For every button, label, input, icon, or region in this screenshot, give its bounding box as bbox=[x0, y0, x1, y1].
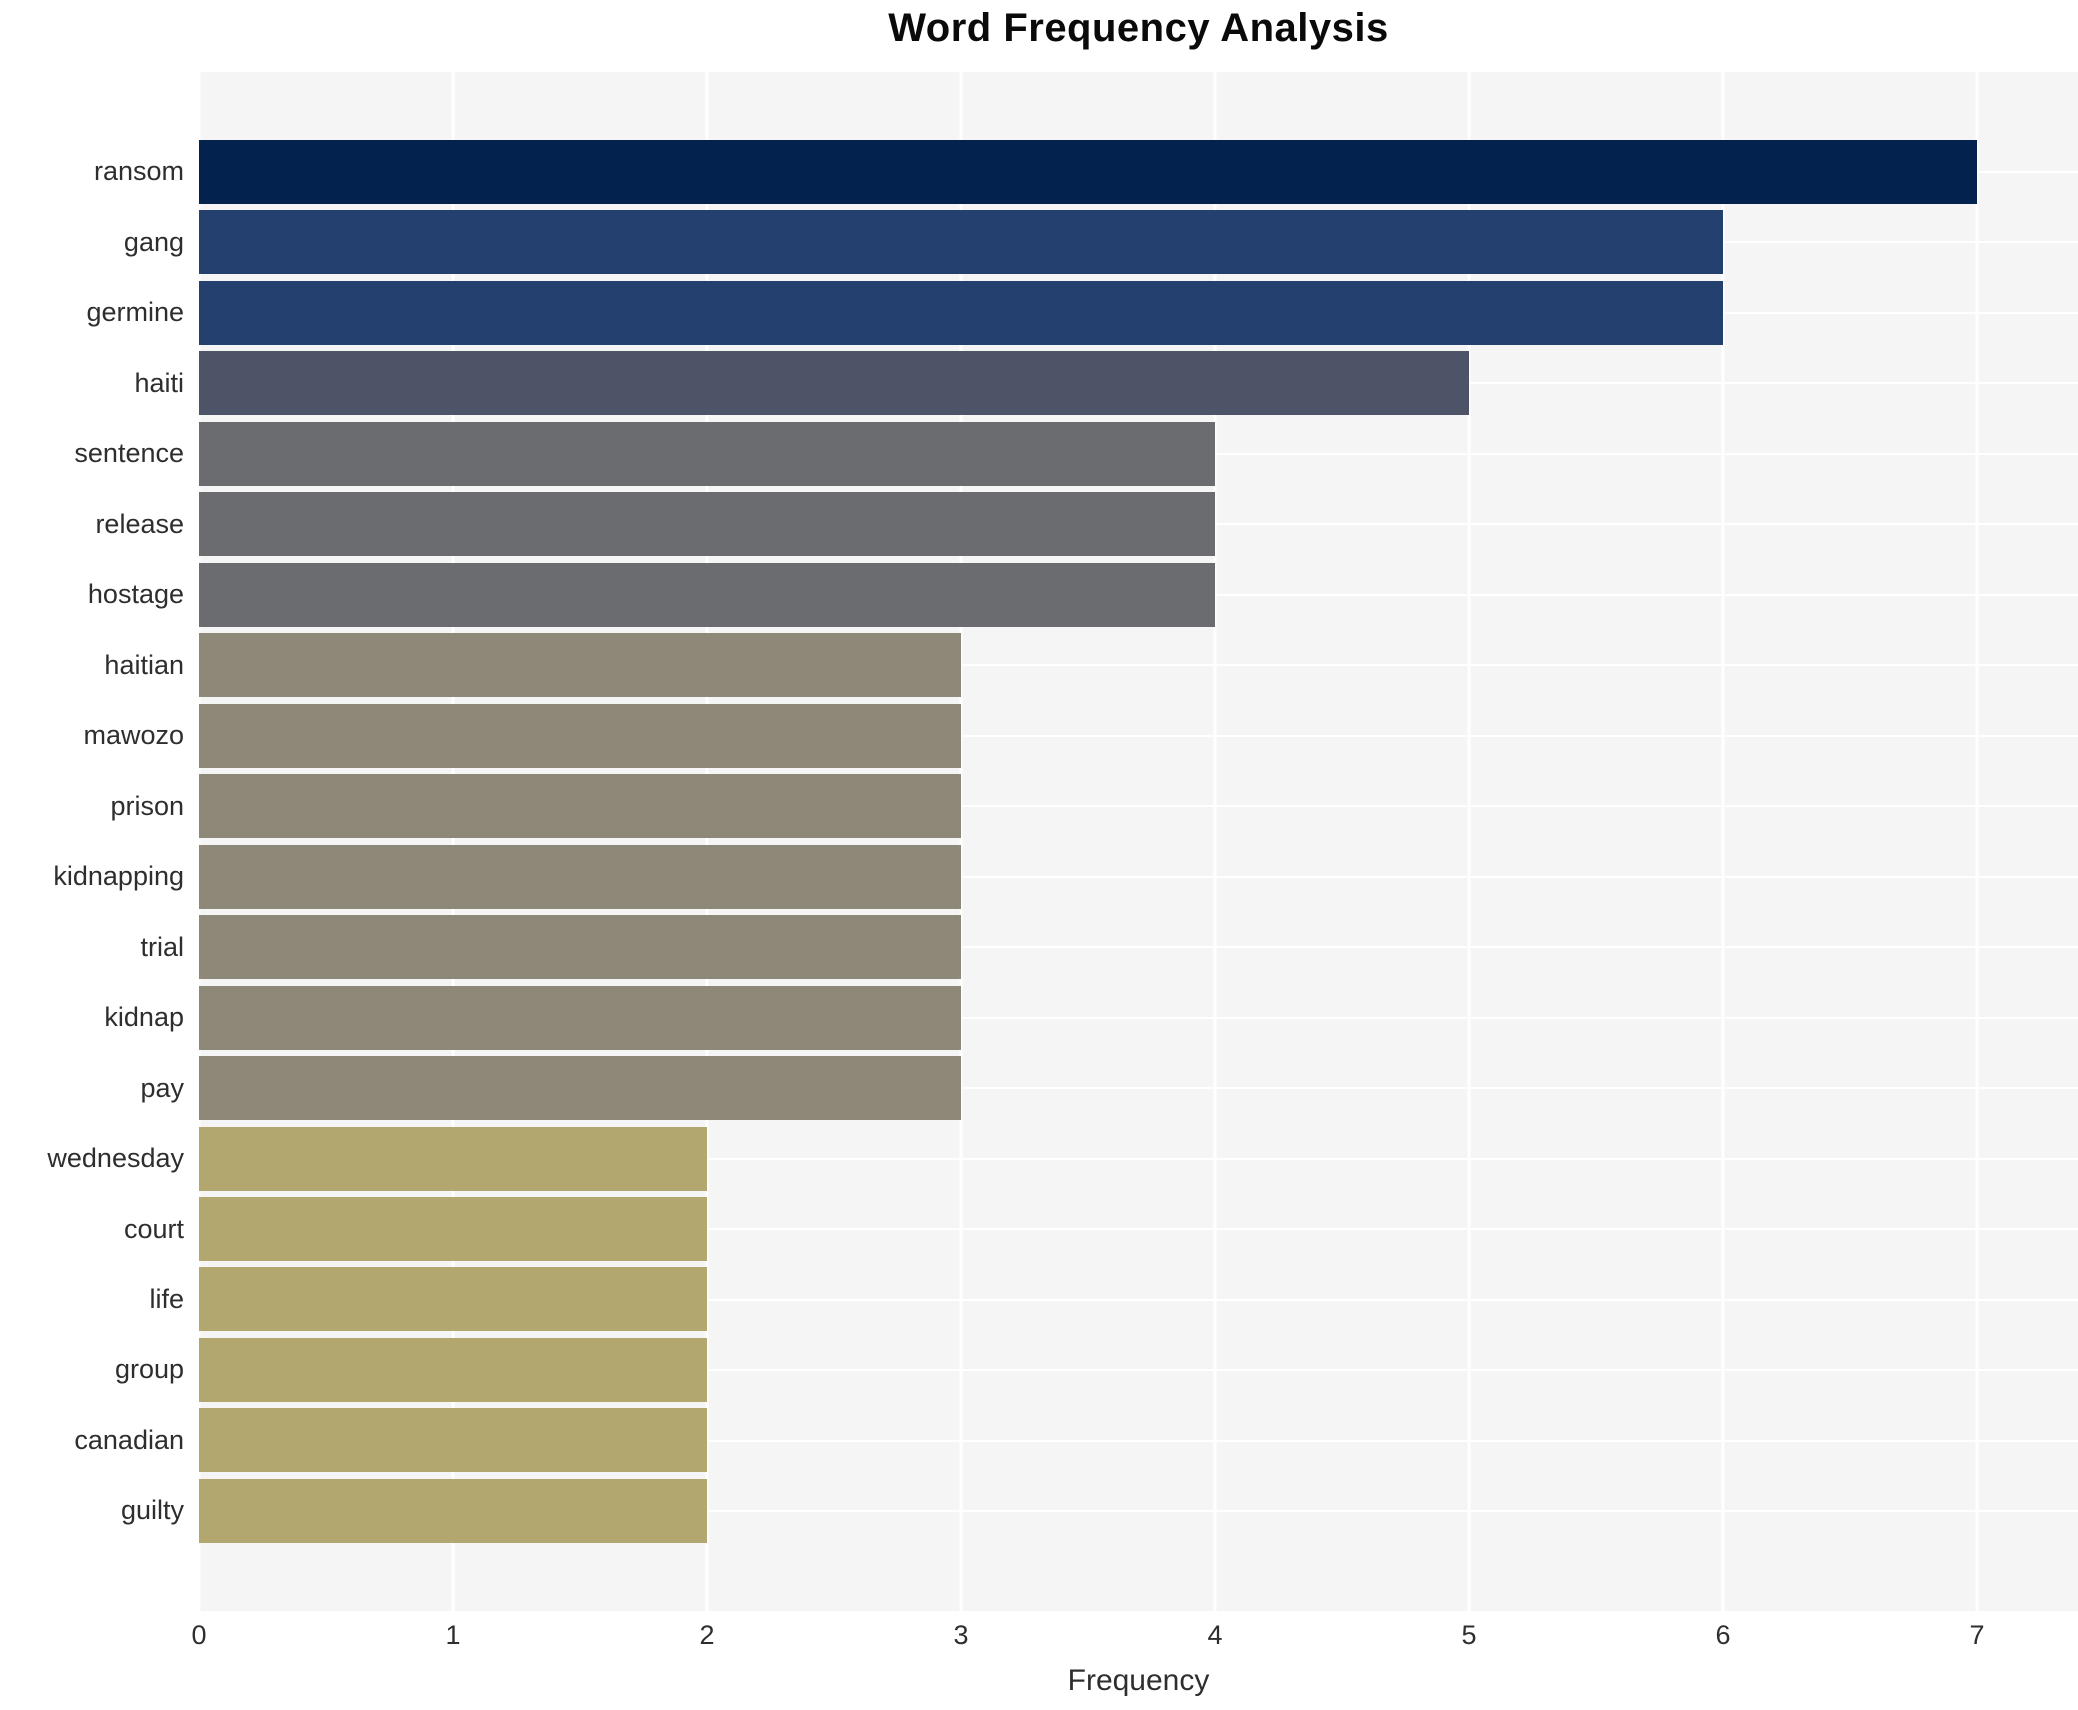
bar bbox=[199, 1267, 707, 1332]
horizontal-gridline bbox=[199, 875, 2078, 878]
category-label: gang bbox=[123, 226, 184, 257]
bar bbox=[199, 985, 961, 1050]
x-tick-label: 2 bbox=[699, 1620, 715, 1650]
category-label: group bbox=[114, 1354, 184, 1385]
bar bbox=[199, 844, 961, 909]
category-label: court bbox=[123, 1213, 184, 1244]
bar-row: court bbox=[124, 1194, 2078, 1264]
x-tick-label: 6 bbox=[1715, 1620, 1731, 1650]
bar bbox=[199, 1126, 707, 1191]
bar bbox=[199, 915, 961, 980]
bar bbox=[199, 492, 1215, 557]
horizontal-gridline bbox=[199, 1016, 2078, 1019]
vertical-gridline bbox=[959, 72, 963, 1611]
vertical-gridline bbox=[1975, 72, 1979, 1611]
bar-row: sentence bbox=[74, 419, 2078, 489]
x-tick-label: 4 bbox=[1207, 1620, 1223, 1650]
category-label: sentence bbox=[74, 438, 184, 469]
bars-layer: ransom gang germine haiti sentence release hos… bbox=[47, 72, 2078, 1611]
bar-row: group bbox=[115, 1335, 2078, 1405]
bar-row: haiti bbox=[134, 348, 2078, 418]
bar bbox=[199, 1408, 707, 1473]
vertical-gridline bbox=[705, 72, 709, 1611]
horizontal-gridline bbox=[199, 734, 2078, 737]
vertical-gridline bbox=[1467, 72, 1471, 1611]
x-tick-label: 0 bbox=[191, 1620, 207, 1650]
x-tick-label: 7 bbox=[1969, 1620, 1985, 1650]
vertical-gridline bbox=[1213, 72, 1217, 1611]
x-tick-label: 3 bbox=[953, 1620, 969, 1650]
category-label: haiti bbox=[134, 367, 184, 398]
bar-row: wednesday bbox=[47, 1123, 2078, 1193]
x-tick-label: 1 bbox=[445, 1620, 461, 1650]
category-label: haitian bbox=[104, 649, 184, 680]
x-axis-label: Frequency bbox=[1067, 1664, 1210, 1697]
horizontal-gridline bbox=[199, 1228, 2078, 1231]
horizontal-gridline bbox=[199, 1439, 2078, 1442]
bar bbox=[199, 1478, 707, 1543]
horizontal-gridline bbox=[199, 946, 2078, 949]
plot-area: ransom gang germine haiti sentence release hos… bbox=[47, 72, 2078, 1611]
category-label: life bbox=[149, 1283, 184, 1314]
chart-title: Word Frequency Analysis bbox=[888, 6, 1389, 50]
bar-row: mawozo bbox=[83, 701, 2078, 771]
bar-row: gang bbox=[124, 207, 2078, 277]
bar bbox=[199, 351, 1469, 416]
bar-row: germine bbox=[86, 278, 2078, 348]
bar-row: guilty bbox=[121, 1476, 2078, 1546]
category-label: mawozo bbox=[83, 720, 184, 751]
category-label: kidnap bbox=[104, 1002, 184, 1033]
horizontal-gridline bbox=[199, 1298, 2078, 1301]
bar-row: pay bbox=[140, 1053, 2078, 1123]
horizontal-gridline bbox=[199, 1369, 2078, 1372]
bar bbox=[199, 633, 961, 698]
category-label: ransom bbox=[93, 156, 184, 187]
vertical-gridline bbox=[1721, 72, 1725, 1611]
horizontal-gridline bbox=[199, 1157, 2078, 1160]
bar bbox=[199, 210, 1723, 275]
bar bbox=[199, 1337, 707, 1402]
category-label: prison bbox=[110, 790, 184, 821]
bar bbox=[199, 562, 1215, 627]
bar-row: life bbox=[149, 1264, 2078, 1334]
bar-row: release bbox=[95, 489, 2078, 559]
bar-row: canadian bbox=[74, 1405, 2078, 1475]
category-label: release bbox=[95, 508, 184, 539]
category-label: hostage bbox=[87, 579, 184, 610]
bar-row: ransom bbox=[94, 137, 2078, 207]
category-label: wednesday bbox=[47, 1143, 184, 1174]
vertical-gridline bbox=[197, 72, 201, 1611]
horizontal-gridline bbox=[199, 805, 2078, 808]
category-label: trial bbox=[140, 931, 184, 962]
x-tick-label: 5 bbox=[1461, 1620, 1477, 1650]
category-label: canadian bbox=[74, 1424, 184, 1455]
bar-row: haitian bbox=[104, 630, 2078, 700]
bar bbox=[199, 1197, 707, 1262]
bar bbox=[199, 703, 961, 768]
bar bbox=[199, 774, 961, 839]
bar bbox=[199, 1056, 961, 1121]
category-label: guilty bbox=[120, 1495, 184, 1526]
category-label: germine bbox=[86, 297, 184, 328]
bar bbox=[199, 421, 1215, 486]
horizontal-gridline bbox=[199, 1087, 2078, 1090]
vertical-gridline bbox=[451, 72, 455, 1611]
horizontal-gridline bbox=[199, 1510, 2078, 1512]
bar-row: hostage bbox=[88, 560, 2078, 630]
bar-row: trial bbox=[140, 912, 2078, 982]
bar-row: kidnapping bbox=[53, 841, 2078, 911]
category-label: kidnapping bbox=[53, 861, 184, 892]
bar bbox=[199, 280, 1723, 345]
bar-row: prison bbox=[110, 771, 2078, 841]
horizontal-gridline bbox=[199, 664, 2078, 667]
bar-row: kidnap bbox=[104, 982, 2078, 1052]
category-label: pay bbox=[140, 1072, 184, 1103]
bar bbox=[199, 139, 1977, 204]
